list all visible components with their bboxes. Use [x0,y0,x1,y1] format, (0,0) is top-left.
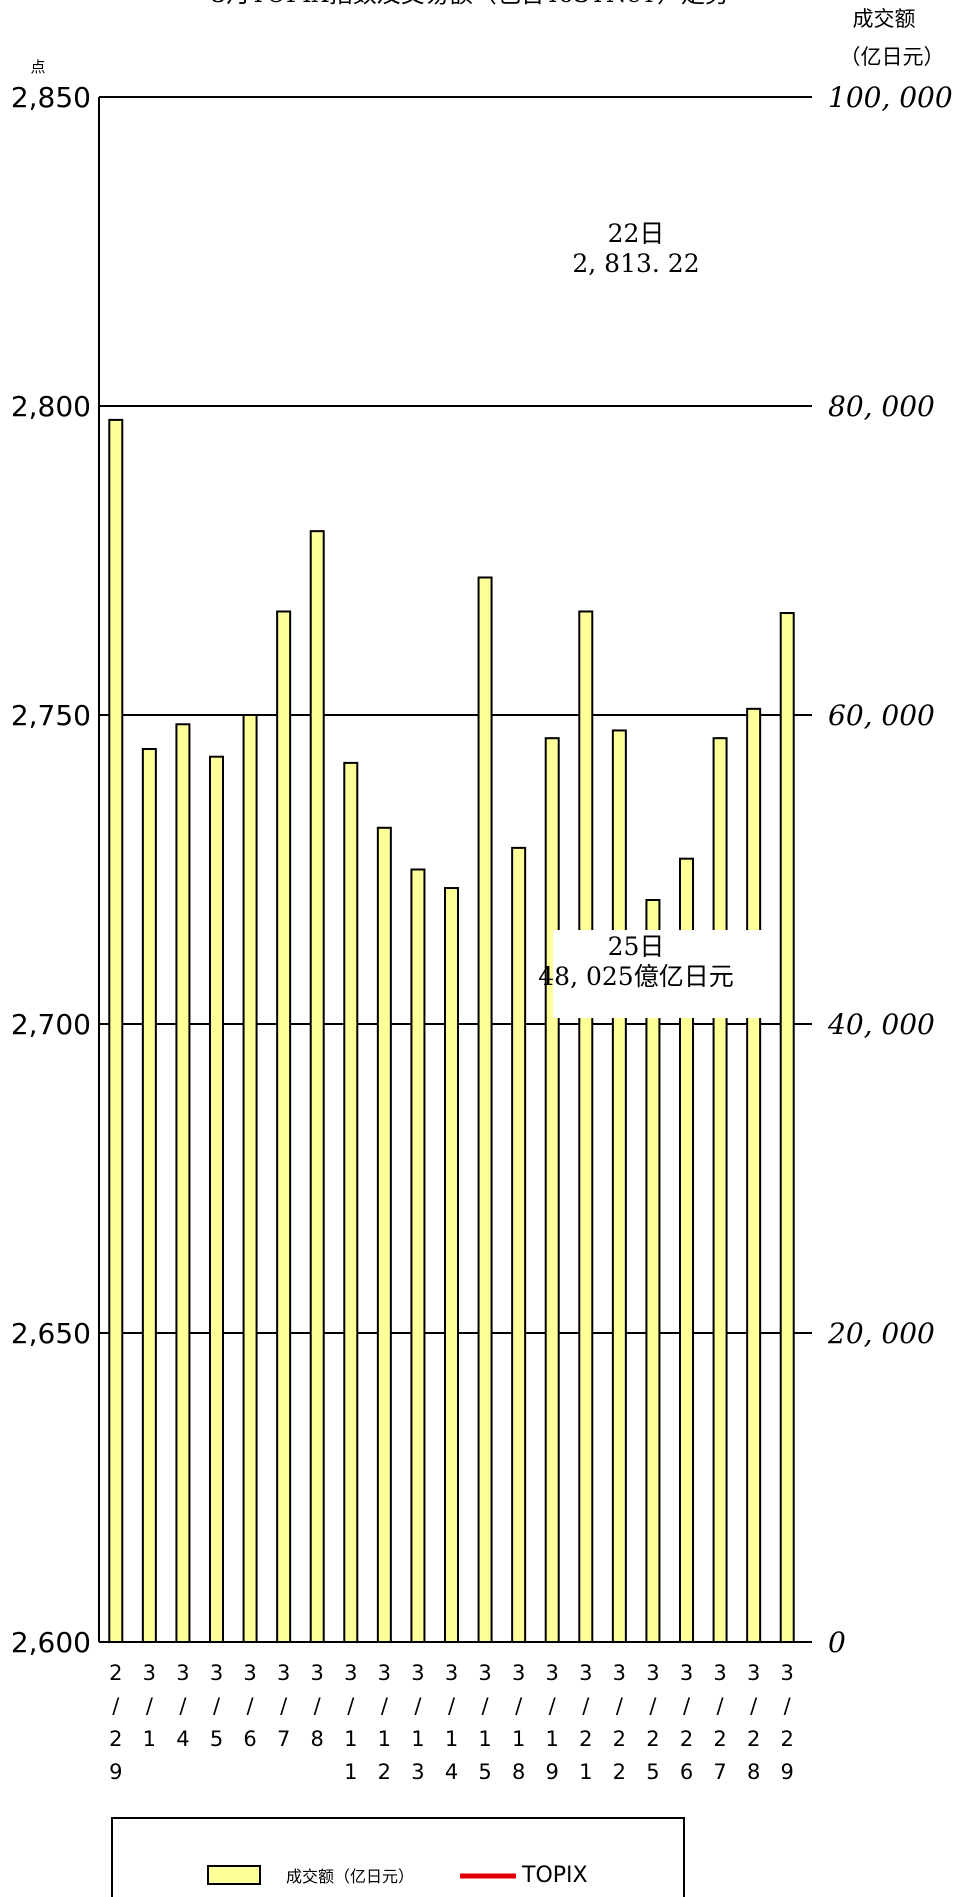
x-tick-label: 3/1 5 [478,1661,491,1784]
x-tick-label: 3/1 2 [378,1661,391,1784]
bar [746,707,762,1643]
chart-title: 3月TOPIX指数及交易额（包含ToSTNeT）走势 [211,0,729,8]
x-tick-label: 3/2 8 [747,1661,760,1784]
y-tick-label: 2,800 [11,390,91,423]
x-tick-label: 3/1 1 [344,1661,357,1784]
x-tick-label: 3/2 2 [613,1661,626,1784]
y2-axis-label: 成交额 [853,7,916,31]
annotation: 25日 [608,932,665,961]
x-tick-label: 3/1 9 [546,1661,559,1784]
bar [779,612,795,1643]
y2-tick-label: 60, 000 [828,699,935,732]
bar [611,729,627,1643]
y2-tick-label: 100, 000 [828,81,953,114]
legend-swatch [207,1865,261,1885]
y2-axis-unit: （亿日元） [840,45,945,69]
x-tick-label: 3/1 8 [512,1661,525,1784]
bar [209,755,224,1643]
x-tick-label: 3/1 4 [445,1661,458,1784]
y-tick-label: 2,700 [11,1008,91,1041]
bar [276,610,292,1643]
annotation: 2, 813. 22 [572,249,699,278]
legend-label: 成交额（亿日元） [286,1867,414,1886]
x-tick-label: 3/5 [210,1661,223,1751]
bar [343,761,359,1643]
x-tick-label: 2/2 9 [109,1661,122,1784]
y-tick-label: 2,750 [11,699,91,732]
y2-tick-label: 0 [828,1626,846,1659]
x-tick-label: 3/8 [311,1661,324,1751]
bar [309,530,325,1643]
bar [544,737,560,1643]
x-tick-label: 3/1 [143,1661,156,1751]
y2-tick-label: 80, 000 [828,390,935,423]
bar [645,899,661,1643]
bar [679,857,694,1643]
legend-label: TOPIX [521,1863,588,1888]
x-tick-label: 3/2 6 [680,1661,693,1784]
x-tick-label: 3/2 7 [713,1661,726,1784]
bar [410,868,426,1643]
bar [141,747,157,1643]
x-tick-label: 3/2 1 [579,1661,592,1784]
x-tick-label: 3/1 3 [411,1661,424,1784]
annotation-box [553,930,765,1018]
y2-tick-label: 20, 000 [827,1317,935,1350]
bar [477,576,493,1643]
y-axis-label: 点 [30,58,45,76]
x-tick-label: 3/6 [243,1661,256,1751]
bar [242,714,258,1643]
bar [578,610,594,1643]
bar [376,826,392,1643]
y-tick-label: 2,600 [11,1626,91,1659]
y-tick-label: 2,850 [11,81,91,114]
bar [108,418,124,1643]
y2-tick-label: 40, 000 [827,1008,935,1041]
x-tick-label: 3/7 [277,1661,290,1751]
bar [444,887,459,1643]
x-tick-label: 3/2 9 [781,1661,794,1784]
y-tick-label: 2,650 [11,1317,91,1350]
bar [712,737,728,1643]
bar [511,846,527,1643]
bar [175,723,191,1643]
annotation: 48, 025億亿日元 [538,962,733,991]
annotation: 22日 [608,219,665,248]
x-tick-label: 3/2 5 [646,1661,659,1784]
x-tick-label: 3/4 [176,1661,189,1751]
